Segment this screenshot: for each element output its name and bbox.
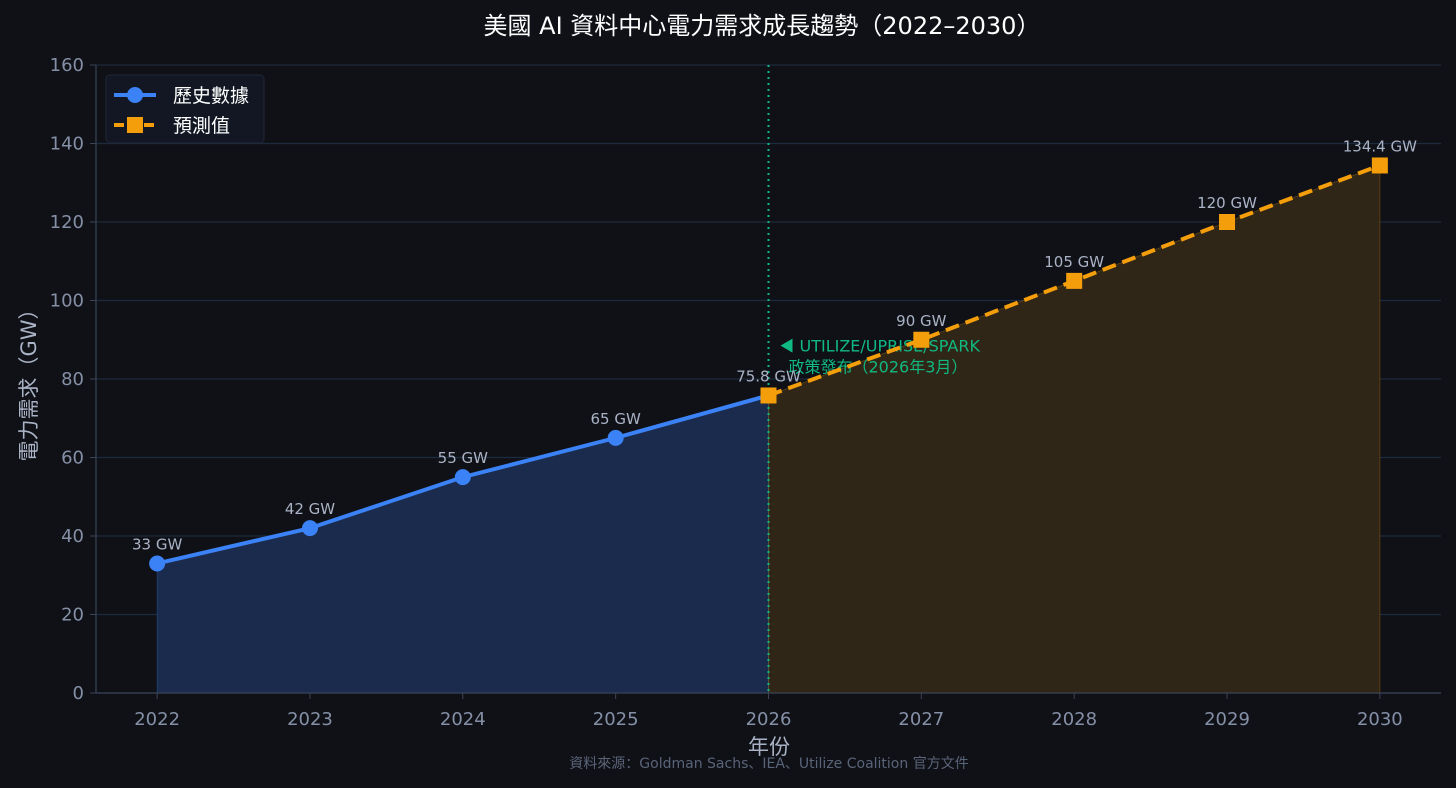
data-label: 90 GW xyxy=(896,312,946,330)
legend-swatch-marker-0 xyxy=(127,87,143,103)
data-label: 33 GW xyxy=(132,535,182,553)
data-point xyxy=(149,555,166,572)
data-point xyxy=(454,469,471,486)
label-layer: 33 GW 42 GW 55 GW 65 GW 75.8 GW 90 GW 105 GW 12… xyxy=(132,137,1417,553)
x-tick-label: 2025 xyxy=(593,709,639,730)
source-note: 資料來源：Goldman Sachs、IEA、Utilize Coalition… xyxy=(569,756,968,772)
data-label: 105 GW xyxy=(1044,253,1104,271)
legend-label-0: 歷史數據 xyxy=(173,85,249,107)
data-point xyxy=(301,520,318,537)
x-axis-label: 年份 xyxy=(748,735,790,759)
data-point xyxy=(760,387,777,404)
data-point xyxy=(607,429,624,446)
data-point xyxy=(1371,157,1388,174)
y-tick-label: 60 xyxy=(61,448,84,469)
y-tick-label: 120 xyxy=(50,212,84,233)
annotation-arrow xyxy=(780,338,793,353)
data-label: 42 GW xyxy=(285,500,335,518)
y-tick-label: 140 xyxy=(50,134,84,155)
y-axis-label: 電力需求（GW） xyxy=(17,298,41,461)
y-tick-label: 40 xyxy=(61,526,84,547)
data-label: 120 GW xyxy=(1197,194,1257,212)
x-tick-label: 2029 xyxy=(1204,709,1250,730)
x-tick-label: 2026 xyxy=(746,709,792,730)
data-label: 75.8 GW xyxy=(736,367,801,385)
x-tick-label: 2030 xyxy=(1357,709,1403,730)
data-point xyxy=(1219,214,1236,230)
x-tick-label: 2028 xyxy=(1051,709,1097,730)
chart-title: 美國 AI 資料中心電力需求成長趨勢（2022–2030） xyxy=(484,12,1041,40)
x-tick-label: 2022 xyxy=(134,709,180,730)
x-tick-label: 2024 xyxy=(440,709,486,730)
annotation-line2: 政策發布（2026年3月） xyxy=(789,358,968,377)
data-point xyxy=(913,331,930,348)
data-label: 65 GW xyxy=(591,410,641,428)
series-area-1 xyxy=(768,164,1381,694)
data-point xyxy=(1066,272,1083,289)
y-tick-label: 100 xyxy=(50,291,84,312)
y-tick-label: 160 xyxy=(50,55,84,76)
legend-label-1: 預測值 xyxy=(173,115,230,137)
annotation-line1: UTILIZE/UPRISE/SPARK xyxy=(800,337,981,356)
x-tick-label: 2023 xyxy=(287,709,333,730)
axis-layer: 0 20 40 60 80 100 120 140 160 2022 2023 2024 2025 202… xyxy=(50,55,1441,730)
x-tick-label: 2027 xyxy=(898,709,944,730)
area-layer xyxy=(156,164,1381,694)
data-label: 55 GW xyxy=(438,449,488,467)
legend-swatch-marker-1 xyxy=(127,117,143,133)
y-tick-label: 80 xyxy=(61,369,84,390)
data-label: 134.4 GW xyxy=(1343,137,1417,155)
y-tick-label: 20 xyxy=(61,605,84,626)
y-tick-label: 0 xyxy=(73,683,84,704)
vline-layer: UTILIZE/UPRISE/SPARK 政策發布（2026年3月） xyxy=(767,65,981,693)
marker-layer xyxy=(149,157,1388,572)
